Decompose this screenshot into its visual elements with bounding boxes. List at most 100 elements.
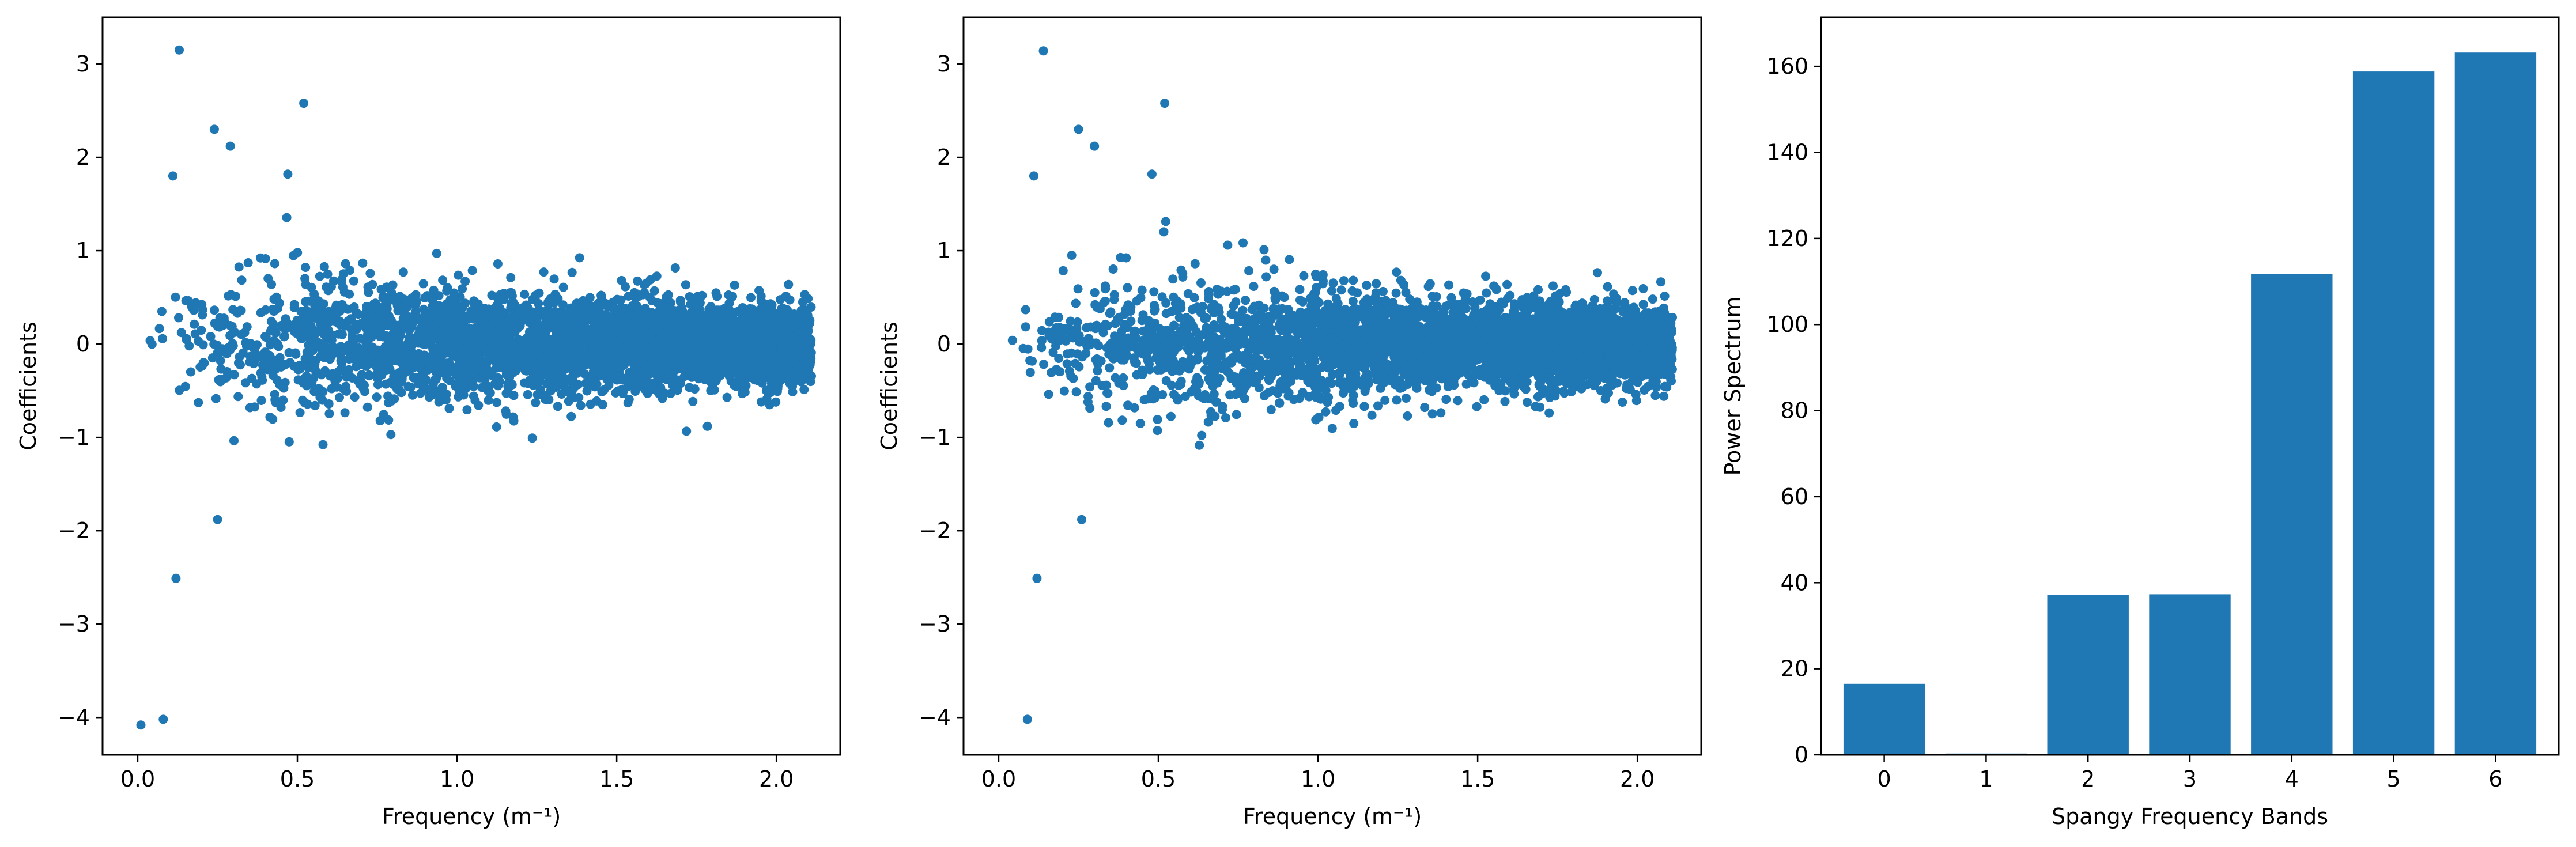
x-axis-label: Frequency (m⁻¹) bbox=[382, 804, 561, 829]
scatter-point bbox=[528, 294, 537, 304]
scatter-point bbox=[258, 360, 267, 370]
y-tick-label: 1 bbox=[76, 238, 90, 263]
scatter-point bbox=[1261, 255, 1271, 265]
scatter-point bbox=[234, 262, 244, 272]
scatter-point bbox=[611, 358, 621, 368]
scatter-point bbox=[374, 305, 384, 315]
scatter-point bbox=[539, 360, 549, 370]
scatter-point bbox=[250, 345, 259, 354]
scatter-point bbox=[586, 335, 595, 345]
scatter-point bbox=[681, 280, 690, 290]
scatter-point bbox=[802, 323, 812, 333]
scatter-point bbox=[278, 395, 288, 405]
y-tick-label: −1 bbox=[58, 425, 90, 450]
scatter-point bbox=[553, 402, 562, 411]
scatter-point bbox=[386, 347, 395, 357]
scatter-point bbox=[668, 377, 678, 387]
scatter-point bbox=[182, 334, 191, 343]
scatter-point bbox=[688, 396, 698, 406]
scatter-point bbox=[328, 369, 338, 379]
scatter-point bbox=[318, 387, 328, 396]
scatter-point bbox=[267, 279, 276, 289]
scatter-point bbox=[243, 258, 253, 267]
scatter-point bbox=[730, 280, 739, 290]
scatter-point bbox=[776, 322, 786, 332]
scatter-point bbox=[414, 327, 424, 337]
y-tick-label: 0 bbox=[76, 331, 90, 357]
scatter-point bbox=[486, 367, 495, 377]
y-axis-label: Coefficients bbox=[16, 322, 41, 451]
scatter-point bbox=[399, 347, 409, 357]
scatter-point bbox=[550, 322, 560, 331]
scatter-point bbox=[527, 433, 537, 443]
scatter-point bbox=[661, 357, 671, 366]
scatter-point bbox=[158, 334, 167, 343]
scatter-point bbox=[326, 282, 336, 292]
scatter-point bbox=[319, 262, 329, 271]
scatter-point bbox=[1656, 277, 1665, 287]
scatter-point bbox=[723, 320, 732, 330]
scatter-point bbox=[654, 388, 663, 398]
scatter-point bbox=[222, 367, 232, 376]
scatter-point bbox=[501, 409, 511, 419]
scatter-point bbox=[319, 339, 329, 349]
scatter-point bbox=[714, 371, 724, 381]
scatter-point bbox=[335, 320, 345, 330]
scatter-point bbox=[670, 263, 680, 273]
scatter-point bbox=[213, 515, 222, 524]
scatter-point bbox=[469, 391, 478, 401]
scatter-point bbox=[632, 365, 642, 375]
scatter-point bbox=[1328, 278, 1338, 288]
scatter-point bbox=[573, 368, 582, 378]
scatter-point bbox=[241, 341, 251, 351]
scatter-point bbox=[1650, 391, 1660, 400]
scatter-point bbox=[275, 380, 285, 390]
scatter-point bbox=[666, 298, 675, 308]
scatter-point bbox=[484, 395, 493, 405]
scatter-point bbox=[269, 294, 279, 304]
scatter-point bbox=[186, 367, 195, 377]
x-tick-label: 2.0 bbox=[759, 766, 794, 792]
scatter-point bbox=[237, 275, 247, 285]
scatter-point bbox=[447, 362, 457, 372]
scatter-point bbox=[334, 329, 343, 339]
scatter-point bbox=[640, 378, 650, 388]
scatter-point bbox=[1427, 292, 1437, 301]
scatter-point bbox=[574, 392, 584, 402]
scatter-point bbox=[311, 340, 320, 350]
scatter-point bbox=[270, 390, 279, 399]
scatter-point bbox=[566, 335, 576, 345]
scatter-point bbox=[745, 304, 754, 313]
scatter-point bbox=[345, 266, 354, 275]
scatter-point bbox=[309, 387, 319, 396]
scatter-point bbox=[365, 269, 375, 278]
scatter-point bbox=[324, 399, 334, 409]
scatter-point bbox=[145, 336, 155, 346]
scatter-point bbox=[454, 270, 463, 280]
scatter-point bbox=[533, 306, 543, 316]
scatter-point bbox=[269, 336, 279, 346]
scatter-point bbox=[564, 349, 574, 359]
scatter-point bbox=[273, 359, 282, 369]
scatter-point bbox=[136, 720, 146, 730]
scatter-point bbox=[693, 334, 703, 343]
scatter-point bbox=[1068, 373, 1078, 383]
scatter-point bbox=[794, 319, 803, 329]
scatter-point bbox=[637, 339, 647, 349]
scatter-point bbox=[339, 287, 349, 297]
scatter-point bbox=[565, 362, 575, 372]
scatter-point bbox=[454, 384, 464, 394]
scatter-point bbox=[409, 373, 418, 383]
scatter-point bbox=[690, 384, 700, 394]
scatter-point bbox=[412, 297, 422, 307]
scatter-point bbox=[639, 279, 649, 289]
scatter-point bbox=[472, 347, 482, 357]
scatter-point bbox=[784, 279, 794, 289]
scatter-point bbox=[398, 267, 408, 277]
scatter-point bbox=[428, 296, 437, 305]
scatter-point bbox=[759, 336, 769, 346]
scatter-point bbox=[798, 339, 807, 349]
scatter-point bbox=[375, 416, 385, 425]
scatter-point bbox=[776, 295, 785, 305]
